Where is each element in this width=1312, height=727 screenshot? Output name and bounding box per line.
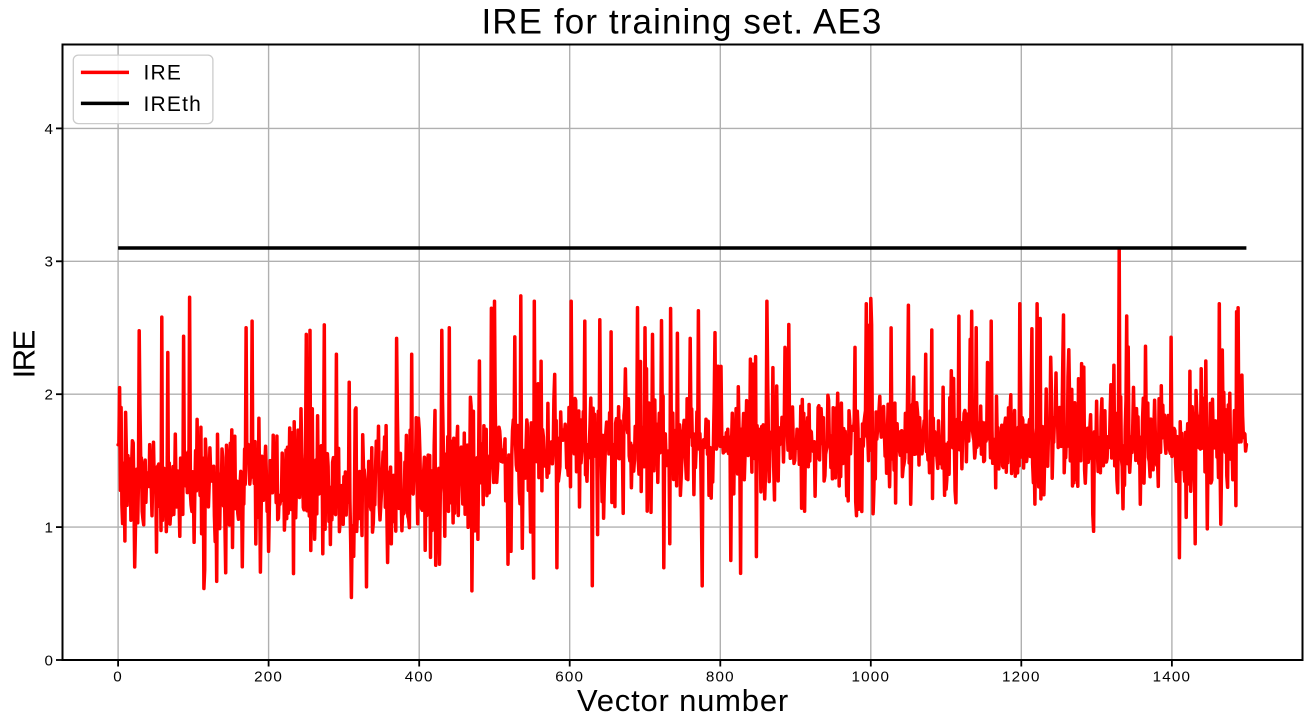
svg-text:2: 2 <box>45 387 53 404</box>
svg-text:IRE: IRE <box>7 330 42 378</box>
svg-text:0: 0 <box>45 652 53 669</box>
svg-text:1000: 1000 <box>852 669 891 686</box>
svg-text:IRE: IRE <box>144 61 183 84</box>
svg-text:1400: 1400 <box>1153 669 1192 686</box>
svg-text:3: 3 <box>45 254 53 271</box>
svg-text:1200: 1200 <box>1002 669 1041 686</box>
svg-text:IRE for training set. AE3: IRE for training set. AE3 <box>481 3 882 42</box>
svg-text:0: 0 <box>113 669 123 686</box>
svg-text:800: 800 <box>706 669 735 686</box>
svg-text:4: 4 <box>45 121 53 138</box>
svg-text:600: 600 <box>555 669 584 686</box>
svg-text:IREth: IREth <box>144 93 203 116</box>
svg-text:1: 1 <box>45 520 53 537</box>
svg-text:400: 400 <box>405 669 434 686</box>
svg-text:Vector number: Vector number <box>577 683 789 718</box>
svg-text:200: 200 <box>254 669 283 686</box>
